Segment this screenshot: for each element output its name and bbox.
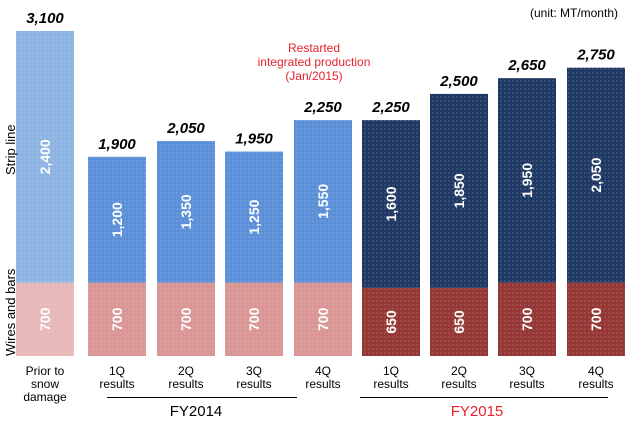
bar-wires-texture-1 bbox=[88, 282, 146, 356]
wires-value-label-3: 700 bbox=[246, 307, 262, 331]
category-label-0-line-0: Prior to bbox=[26, 364, 65, 378]
category-label-2-line-0: 2Q bbox=[178, 364, 194, 378]
category-label-7-line-0: 3Q bbox=[519, 364, 535, 378]
wires-value-label-0: 700 bbox=[37, 307, 53, 331]
wires-value-label-7: 700 bbox=[519, 307, 535, 331]
category-label-2-line-1: results bbox=[168, 377, 203, 391]
bar-strip-texture-2 bbox=[157, 141, 215, 283]
category-label-8-line-1: results bbox=[578, 377, 613, 391]
total-label-5: 2,250 bbox=[371, 99, 410, 116]
total-label-8: 2,750 bbox=[576, 47, 615, 64]
strip-value-label-1: 1,200 bbox=[109, 202, 125, 237]
bar-wires-texture-6 bbox=[430, 287, 488, 356]
restart-annotation: Restarted integrated production (Jan/201… bbox=[236, 41, 392, 83]
bar-wires-texture-8 bbox=[567, 282, 625, 356]
total-label-1: 1,900 bbox=[98, 136, 136, 153]
group-label-fy2015: FY2015 bbox=[450, 403, 504, 420]
bar-wires-texture-3 bbox=[225, 282, 283, 356]
group-label-fy2014: FY2014 bbox=[169, 403, 223, 420]
strip-value-label-4: 1,550 bbox=[315, 184, 331, 219]
category-label-4-line-0: 4Q bbox=[315, 364, 331, 378]
strip-value-label-5: 1,600 bbox=[383, 186, 399, 221]
category-label-3-line-0: 3Q bbox=[246, 364, 262, 378]
strip-value-label-2: 1,350 bbox=[178, 194, 194, 229]
category-label-0-line-1: snow bbox=[31, 377, 59, 391]
bar-wires-texture-7 bbox=[498, 282, 556, 356]
y-label-wires-and-bars: Wires and bars bbox=[3, 268, 18, 356]
wires-value-label-4: 700 bbox=[315, 307, 331, 331]
bar-strip-texture-5 bbox=[362, 120, 420, 288]
total-label-3: 1,950 bbox=[235, 131, 273, 148]
y-label-strip-line: Strip line bbox=[3, 124, 18, 175]
category-label-7-line-1: results bbox=[509, 377, 544, 391]
total-label-2: 2,050 bbox=[166, 120, 205, 137]
fy2015-bracket-line bbox=[360, 397, 608, 398]
category-label-8-line-0: 4Q bbox=[588, 364, 604, 378]
category-label-1-line-0: 1Q bbox=[109, 364, 125, 378]
annotation-line-1: Restarted bbox=[287, 41, 341, 55]
strip-value-label-3: 1,250 bbox=[246, 199, 262, 234]
bar-wires-texture-2 bbox=[157, 282, 215, 356]
bar-strip-texture-0 bbox=[16, 31, 74, 283]
bar-strip-texture-6 bbox=[430, 93, 488, 288]
total-label-4: 2,250 bbox=[303, 99, 342, 116]
category-label-6-line-1: results bbox=[441, 377, 476, 391]
total-label-6: 2,500 bbox=[439, 73, 478, 90]
wires-value-label-2: 700 bbox=[178, 307, 194, 331]
bar-strip-texture-7 bbox=[498, 78, 556, 283]
wires-value-label-8: 700 bbox=[588, 307, 604, 331]
annotation-line-2: integrated production bbox=[257, 55, 371, 69]
category-label-1-line-1: results bbox=[99, 377, 134, 391]
strip-value-label-8: 2,050 bbox=[588, 157, 604, 192]
category-label-5-line-1: results bbox=[373, 377, 408, 391]
wires-value-label-1: 700 bbox=[109, 307, 125, 331]
bar-strip-texture-4 bbox=[294, 120, 352, 283]
wires-value-label-6: 650 bbox=[451, 310, 467, 334]
category-label-0-line-2: damage bbox=[23, 390, 67, 404]
strip-value-label-6: 1,850 bbox=[451, 173, 467, 208]
unit-label: (unit: MT/month) bbox=[529, 6, 618, 20]
bar-strip-texture-3 bbox=[225, 151, 283, 283]
category-label-4-line-1: results bbox=[305, 377, 340, 391]
strip-value-label-0: 2,400 bbox=[37, 139, 53, 174]
bar-strip-texture-1 bbox=[88, 156, 146, 283]
bar-wires-texture-4 bbox=[294, 282, 352, 356]
wires-value-label-5: 650 bbox=[383, 310, 399, 334]
bar-wires-texture-5 bbox=[362, 287, 420, 356]
total-label-0: 3,100 bbox=[26, 10, 64, 27]
strip-value-label-7: 1,950 bbox=[519, 163, 535, 198]
fy2014-bracket-line bbox=[107, 397, 297, 398]
category-label-5-line-0: 1Q bbox=[383, 364, 399, 378]
total-label-7: 2,650 bbox=[507, 57, 546, 74]
bar-strip-texture-8 bbox=[567, 67, 625, 283]
bar-wires-texture-0 bbox=[16, 282, 74, 356]
category-label-3-line-1: results bbox=[236, 377, 271, 391]
annotation-line-3: (Jan/2015) bbox=[285, 69, 343, 83]
category-label-6-line-0: 2Q bbox=[451, 364, 467, 378]
